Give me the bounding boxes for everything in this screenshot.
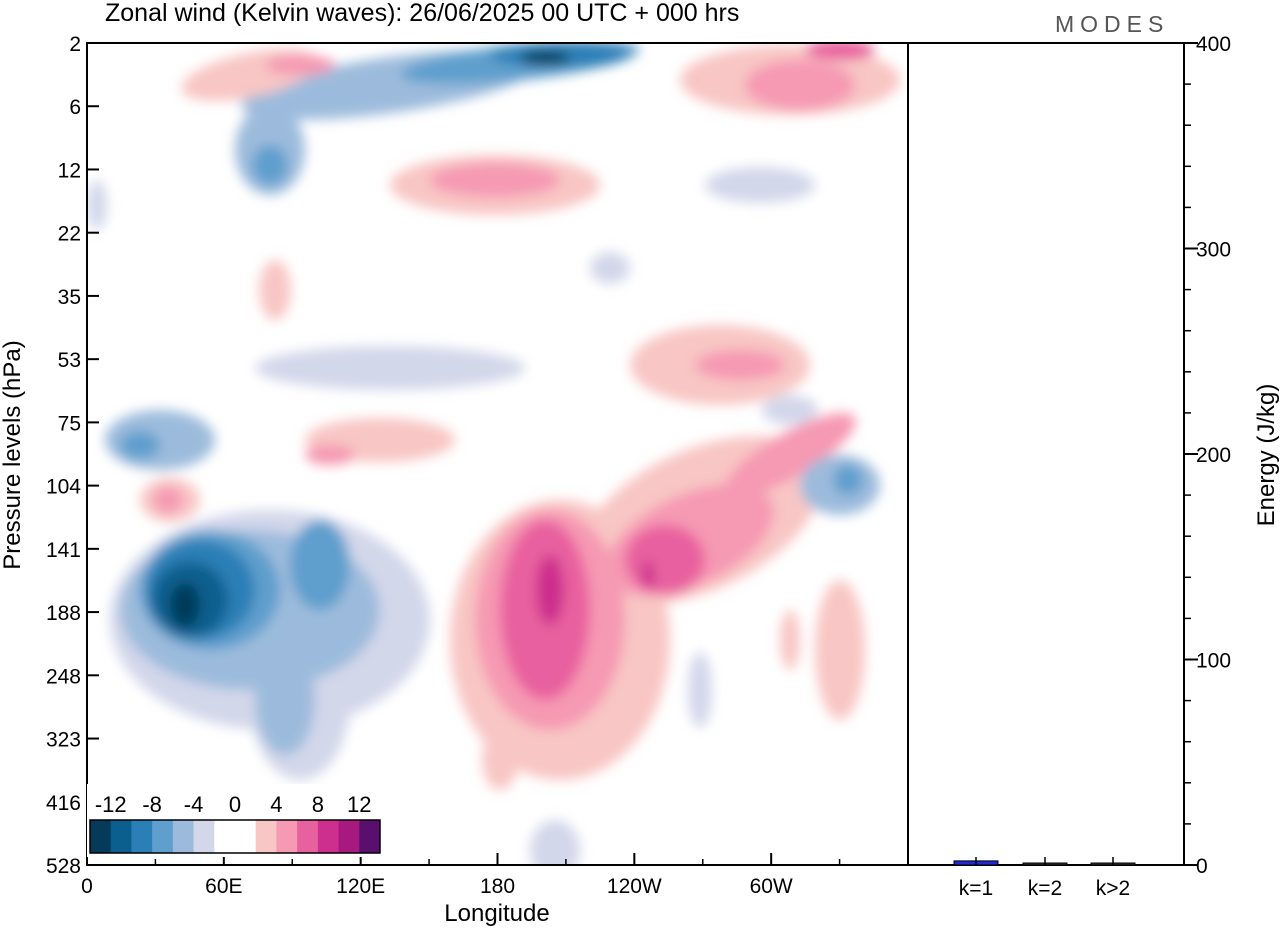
pos-top-left-2 (265, 55, 335, 75)
y-axis-label: Pressure levels (hPa) (0, 340, 26, 569)
colorbar-label: 8 (312, 792, 324, 817)
y-tick-label: 75 (58, 412, 81, 435)
energy-tick-label: 0 (1196, 855, 1208, 878)
neg-left-75-2 (120, 431, 160, 459)
colorbar-label: 0 (229, 792, 241, 817)
pos-low-2b (625, 525, 705, 595)
chart-title: Zonal wind (Kelvin waves): 26/06/2025 00… (105, 0, 739, 27)
x-axis-label: Longitude (444, 900, 549, 927)
heatmap-axes: 0 60E 120E 180 120W 60W 2 6 12 22 35 53 75 104 141 188 2… (46, 33, 841, 898)
energy-tick-label: 200 (1196, 444, 1231, 467)
pos-ridge-right (724, 412, 856, 498)
colorbar-swatch (317, 820, 340, 853)
pos-53-2 (695, 350, 785, 380)
contour-field (87, 43, 900, 865)
neg-low-5 (170, 583, 200, 627)
y-tick-label: 2 (69, 33, 81, 56)
colorbar-swatch (131, 820, 153, 853)
neg-right-104-2 (833, 465, 863, 495)
colorbar-swatch (255, 820, 277, 853)
energy-tick-label: 400 (1196, 33, 1231, 56)
y-tick-label: 141 (46, 539, 81, 562)
colorbar-frame (89, 819, 381, 854)
colorbar-label: -4 (184, 792, 204, 817)
x-tick-label: 120E (336, 875, 385, 898)
x-tick-label: 0 (81, 875, 93, 898)
category-label: k=2 (1028, 877, 1062, 900)
x-tick-label: 60W (750, 875, 793, 898)
colorbar-swatch (297, 820, 319, 853)
pos-top-right-3 (805, 43, 875, 60)
colorbar-swatch (338, 820, 360, 853)
energy-axis-label: Energy (J/kg) (1253, 384, 1280, 527)
pos-top-right-2 (745, 60, 855, 110)
energy-bar-chart: 0 100 200 300 400 k=1 k=2 k>2 (953, 33, 1231, 900)
colorbar-swatch (90, 820, 112, 853)
contour-blobs (87, 43, 900, 865)
y-tick-label: 22 (58, 223, 81, 246)
y-tick-label: 248 (46, 665, 81, 688)
y-tick-label: 35 (58, 286, 81, 309)
neg-left-22 (87, 180, 107, 230)
y-tick-label: 188 (46, 602, 81, 625)
pos-lower-mid (482, 730, 518, 790)
y-tick-label: 104 (46, 476, 81, 499)
y-tick-label: 6 (69, 96, 81, 119)
modes-logo: MODES (1055, 11, 1169, 37)
y-tick-label: 528 (46, 855, 81, 878)
pos-left-104-2 (153, 487, 183, 513)
category-label: k=1 (959, 877, 993, 900)
colorbar-swatch (193, 820, 215, 853)
x-tick-label: 60E (205, 875, 242, 898)
neg-mid-band (255, 346, 525, 390)
pos-right-low (815, 580, 865, 720)
neg-bottom (530, 820, 580, 865)
y-tick-label: 323 (46, 729, 81, 752)
neg-band-top-6 (252, 145, 288, 185)
category-label: k>2 (1096, 877, 1130, 900)
x-tick-label: 120W (607, 875, 662, 898)
neg-right-248 (688, 652, 712, 728)
pos-low-3b (642, 561, 654, 589)
pos-right-low-2 (780, 610, 800, 670)
colorbar-swatch (359, 820, 381, 853)
colorbar-swatch (214, 820, 236, 853)
x-tick-label: 180 (480, 875, 515, 898)
colorbar-label: -8 (142, 792, 162, 817)
neg-mid-22 (590, 252, 630, 284)
neg-right-12 (705, 167, 815, 203)
pos-low-3 (536, 555, 564, 625)
y-tick-label: 12 (58, 159, 81, 182)
neg-low-2b (290, 520, 350, 610)
colorbar-swatch (235, 820, 257, 853)
colorbar-label: 4 (270, 792, 282, 817)
pos-left-35 (259, 260, 291, 320)
neg-right-75 (762, 395, 818, 425)
neg-low-tail-2 (255, 645, 315, 755)
colorbar-swatch (152, 820, 174, 853)
colorbar-swatch (276, 820, 298, 853)
colorbar-label: 12 (347, 792, 371, 817)
pos-12-band-2 (430, 163, 560, 197)
colorbar-swatch (110, 820, 132, 853)
pos-75-2 (305, 445, 355, 465)
y-tick-label: 416 (46, 792, 81, 815)
colorbar: -12 -8 -4 0 4 8 12 (87, 784, 383, 857)
colorbar-swatch (172, 820, 195, 853)
colorbar-label: -12 (95, 792, 127, 817)
bar-frame (907, 42, 1185, 866)
energy-tick-label: 100 (1196, 650, 1231, 673)
energy-tick-label: 300 (1196, 239, 1231, 262)
y-tick-label: 53 (58, 349, 81, 372)
neg-band-top-5 (520, 51, 570, 65)
